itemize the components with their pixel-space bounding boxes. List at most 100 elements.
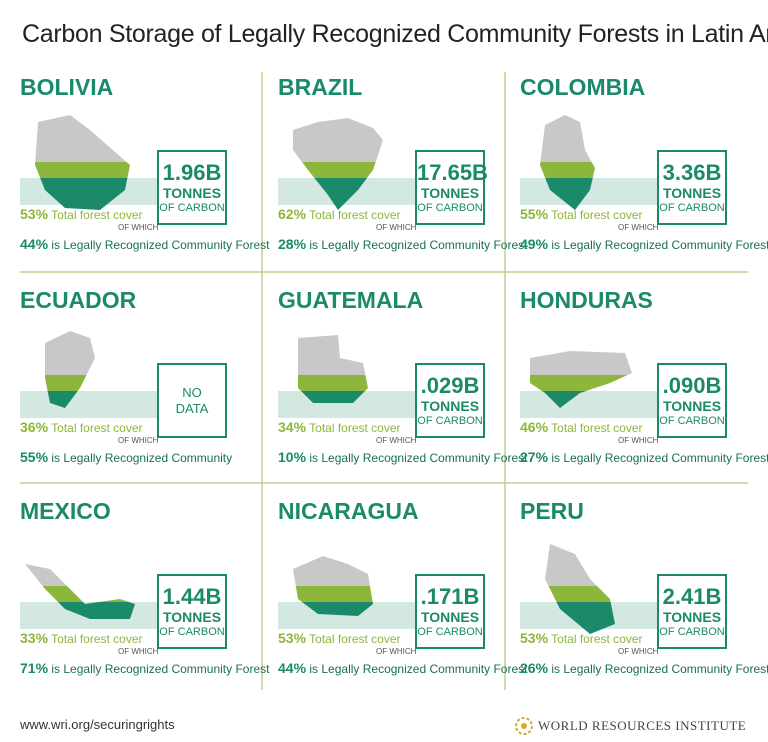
forest-cover: 62% Total forest cover: [278, 206, 401, 222]
forest-cover: 34% Total forest cover: [278, 419, 401, 435]
text: 55%: [520, 206, 549, 222]
of-which: OF WHICH: [618, 436, 659, 445]
text: TONNES: [420, 184, 480, 201]
title: Carbon Storage of Legally Recognized Com…: [22, 20, 768, 48]
text: is Legally Recognized Community Forest: [551, 662, 768, 676]
text: 3.36B: [662, 159, 722, 185]
text: 53%: [278, 630, 307, 646]
text: is Legally Recognized Community Forest: [551, 451, 768, 465]
map-forest: [35, 162, 130, 178]
map-forest: [45, 375, 95, 391]
community-forest: 71% is Legally Recognized Community Fore…: [20, 660, 269, 676]
of-which: OF WHICH: [118, 436, 159, 445]
of-which: OF WHICH: [618, 223, 659, 232]
band: [20, 391, 165, 418]
community-forest: 10% is Legally Recognized Community Fore…: [278, 449, 527, 465]
map-forest: [530, 375, 632, 391]
forest-cover: 53% Total forest cover: [20, 206, 143, 222]
carbon-box: .090B TONNES OF CARBON: [657, 363, 727, 438]
text: Total forest cover: [551, 208, 643, 222]
carbon-box: 17.65B TONNES OF CARBON: [415, 150, 488, 225]
text: Total forest cover: [309, 421, 401, 435]
text: is Legally Recognized Community: [51, 451, 233, 465]
country-name: NICARAGUA: [278, 498, 419, 524]
text: OF CARBON: [159, 625, 225, 638]
text: 71%: [20, 660, 49, 676]
text: 44%: [20, 236, 49, 252]
map-fill: [45, 331, 95, 408]
text: 2.41B: [662, 583, 722, 609]
text: Total forest cover: [551, 421, 643, 435]
map-fill: [293, 118, 383, 210]
community-forest: 27% is Legally Recognized Community Fore…: [520, 449, 768, 465]
text: DATA: [175, 400, 209, 416]
text: 33%: [20, 630, 49, 646]
text: Total forest cover: [309, 208, 401, 222]
text: 27%: [520, 449, 549, 465]
text: 17.65B: [417, 159, 488, 185]
text: 36%: [20, 419, 49, 435]
logo: [515, 717, 533, 735]
carbon-box: NO DATA: [157, 363, 227, 438]
of-which: OF WHICH: [118, 647, 159, 656]
text: Total forest cover: [51, 632, 143, 646]
text: OF CARBON: [659, 625, 725, 638]
community-forest: 44% is Legally Recognized Community Fore…: [20, 236, 269, 252]
map-fill: [35, 115, 130, 210]
map-forest: [25, 586, 135, 602]
map-forest: [293, 162, 383, 178]
footer-org: WORLD RESOURCES INSTITUTE: [538, 718, 747, 733]
forest-cover: 53% Total forest cover: [278, 630, 401, 646]
country-map: [20, 331, 165, 418]
of-which: OF WHICH: [376, 436, 417, 445]
community-forest: 28% is Legally Recognized Community Fore…: [278, 236, 527, 252]
text: .171B: [420, 583, 480, 609]
text: is Legally Recognized Community Forest: [51, 238, 270, 252]
map-community: [298, 391, 368, 403]
text: Total forest cover: [309, 632, 401, 646]
country-name: PERU: [520, 498, 584, 524]
text: OF CARBON: [159, 201, 225, 214]
text: 55%: [20, 449, 49, 465]
of-which: OF WHICH: [376, 223, 417, 232]
text: is Legally Recognized Community Forest: [309, 662, 528, 676]
text: OF CARBON: [417, 201, 483, 214]
forest-cover: 55% Total forest cover: [520, 206, 643, 222]
map-forest: [545, 586, 615, 602]
text: 62%: [278, 206, 307, 222]
text: is Legally Recognized Community Forest: [309, 238, 528, 252]
text: 34%: [278, 419, 307, 435]
text: 1.96B: [162, 159, 222, 185]
text: 44%: [278, 660, 307, 676]
country-map: [20, 115, 165, 210]
text: OF CARBON: [417, 625, 483, 638]
text: OF CARBON: [659, 414, 725, 427]
forest-cover: 53% Total forest cover: [520, 630, 643, 646]
text: TONNES: [162, 608, 222, 625]
country-name: GUATEMALA: [278, 287, 424, 313]
country-name: BOLIVIA: [20, 74, 114, 100]
map-forest: [540, 162, 595, 178]
text: 46%: [520, 419, 549, 435]
of-which: OF WHICH: [118, 223, 159, 232]
carbon-box: .171B TONNES OF CARBON: [415, 574, 485, 649]
text: TONNES: [420, 608, 480, 625]
text: OF CARBON: [659, 201, 725, 214]
carbon-box: 1.44B TONNES OF CARBON: [157, 574, 227, 649]
country-name: COLOMBIA: [520, 74, 646, 100]
text: OF CARBON: [417, 414, 483, 427]
text: is Legally Recognized Community Forest: [309, 451, 528, 465]
band: [520, 178, 665, 205]
map-forest: [293, 586, 373, 602]
text: 53%: [20, 206, 49, 222]
country-map: [278, 118, 423, 210]
text: 26%: [520, 660, 549, 676]
footer-url: www.wri.org/securingrights: [20, 717, 175, 732]
map-forest: [298, 375, 368, 391]
community-forest: 44% is Legally Recognized Community Fore…: [278, 660, 527, 676]
forest-cover: 33% Total forest cover: [20, 630, 143, 646]
text: NO: [182, 384, 202, 400]
forest-cover: 36% Total forest cover: [20, 419, 143, 435]
